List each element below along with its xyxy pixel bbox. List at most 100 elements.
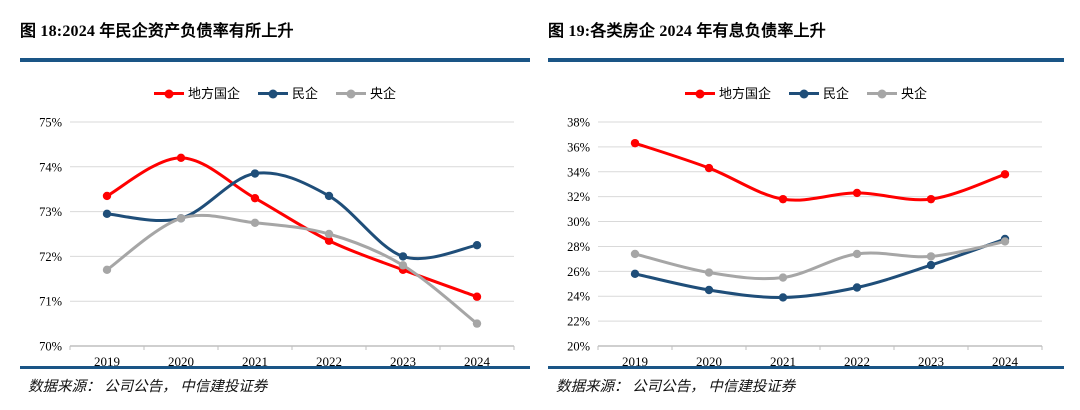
y-tick-label: 75% xyxy=(39,115,62,129)
data-point-marker xyxy=(176,153,186,162)
legend-dot xyxy=(268,89,278,99)
data-point-marker xyxy=(630,138,640,147)
gridlines xyxy=(598,121,1042,347)
x-tick-label: 2019 xyxy=(622,354,648,369)
figure-18-title-rule xyxy=(20,57,530,62)
data-point-marker xyxy=(250,218,260,227)
figure-19-legend: 地方国企 民企 央企 xyxy=(548,86,1064,102)
data-point-marker xyxy=(472,318,482,328)
series-line xyxy=(633,141,1007,202)
figure-19-line-chart: 20%22%24%26%28%30%32%34%36%38%2019 2020 20… xyxy=(567,115,1043,369)
x-tick-label: 2023 xyxy=(390,354,416,369)
x-tick-label: 2024 xyxy=(464,354,491,369)
legend-label: 地方国企 xyxy=(187,85,240,101)
series-0 xyxy=(102,153,482,301)
x-tick-label: 2019 xyxy=(94,354,120,369)
legend-line-marker-swatch xyxy=(336,88,366,99)
y-tick-label: 71% xyxy=(39,294,62,308)
data-point-marker xyxy=(852,282,862,292)
y-tick-label: 32% xyxy=(567,190,590,204)
figure-18-bottom-rule xyxy=(20,366,530,369)
legend-line-marker-swatch xyxy=(867,88,897,99)
data-point-marker xyxy=(1000,169,1010,178)
legend-label: 民企 xyxy=(291,85,318,101)
series-1 xyxy=(102,168,482,261)
y-tick-label: 26% xyxy=(567,264,590,278)
legend-dot xyxy=(695,89,705,99)
legend-label: 央企 xyxy=(901,85,928,101)
y-tick-label: 73% xyxy=(39,205,62,219)
x-tick-label: 2021 xyxy=(242,354,268,369)
data-point-marker xyxy=(324,229,334,238)
series-1 xyxy=(630,234,1010,302)
legend-item: 央企 xyxy=(867,85,928,101)
y-tick-label: 38% xyxy=(567,115,590,129)
series-line xyxy=(633,239,1007,280)
legend-line-marker-swatch xyxy=(257,88,288,99)
data-point-marker xyxy=(398,260,408,270)
legend-dot xyxy=(877,89,887,99)
data-point-marker xyxy=(630,269,640,278)
legend-label: 民企 xyxy=(822,85,849,101)
figure-19-source: 数据来源： 公司公告， 中信建投证券 xyxy=(556,379,796,395)
series-line xyxy=(633,237,1007,299)
data-point-marker xyxy=(324,191,334,200)
data-point-marker xyxy=(102,265,112,274)
x-tick-label: 2022 xyxy=(844,354,870,369)
data-point-marker xyxy=(398,251,408,261)
x-axis-labels: 2019 2020 2021 2022 2023 2024 xyxy=(622,354,1019,369)
data-point-marker xyxy=(704,285,714,294)
figure-18-title: 图 18:2024 年民企资产负债率有所上升 xyxy=(20,23,294,41)
y-axis-labels: 20% 22% 24% 26% 28% 30% 32% 34% 36% 38% xyxy=(567,115,590,353)
y-axis-labels: 70% 71% 72% 73% 74% 75% xyxy=(39,115,62,353)
figure-18-line-chart: 70%71%72%73%74%75%2019 2020 2021 2022 2023 20… xyxy=(39,115,515,369)
data-point-marker xyxy=(852,249,862,258)
x-axis-ticks xyxy=(597,345,1043,350)
y-tick-label: 30% xyxy=(567,215,590,229)
data-point-marker xyxy=(324,236,334,245)
x-axis-ticks xyxy=(69,345,515,350)
y-tick-label: 34% xyxy=(567,165,590,179)
legend-line-marker-swatch xyxy=(153,88,184,99)
series-line xyxy=(105,213,479,325)
legend-dot xyxy=(164,89,174,99)
data-point-marker xyxy=(778,194,788,203)
y-tick-label: 28% xyxy=(567,239,590,253)
series-2 xyxy=(102,213,482,328)
series-line xyxy=(105,170,479,260)
legend-item: 地方国企 xyxy=(153,85,240,101)
legend-label: 央企 xyxy=(370,85,397,101)
y-tick-label: 22% xyxy=(567,314,590,328)
data-point-marker xyxy=(852,188,862,197)
figure-19-title: 图 19:各类房企 2024 年有息负债率上升 xyxy=(548,23,826,41)
data-point-marker xyxy=(704,163,714,172)
x-tick-label: 2021 xyxy=(770,354,796,369)
y-tick-label: 24% xyxy=(567,289,590,303)
data-point-marker xyxy=(704,267,714,277)
data-point-marker xyxy=(102,209,112,218)
legend-label: 地方国企 xyxy=(718,85,771,101)
data-point-marker xyxy=(472,240,482,249)
data-point-marker xyxy=(926,251,936,261)
data-point-marker xyxy=(630,249,640,258)
data-point-marker xyxy=(472,292,482,301)
y-tick-label: 72% xyxy=(39,249,62,263)
data-point-marker xyxy=(778,292,788,302)
legend-item: 央企 xyxy=(336,85,397,101)
legend-line-marker-swatch xyxy=(788,88,819,99)
x-tick-label: 2020 xyxy=(168,354,194,369)
x-axis-labels: 2019 2020 2021 2022 2023 2024 xyxy=(94,354,491,369)
figure-18-panel: 图 18:2024 年民企资产负债率有所上升 地方国企 民企 央企 70% 71% 72… xyxy=(20,23,530,395)
legend-item: 民企 xyxy=(257,85,318,101)
legend-line-marker-swatch xyxy=(684,88,715,99)
data-point-marker xyxy=(250,193,260,202)
figure-18-legend: 地方国企 民企 央企 xyxy=(20,86,530,102)
figure-19-title-rule xyxy=(548,57,1064,62)
legend-dot xyxy=(799,89,809,99)
legend-dot xyxy=(346,89,356,99)
y-tick-label: 20% xyxy=(567,339,590,353)
x-tick-label: 2022 xyxy=(316,354,342,369)
figure-18-source: 数据来源： 公司公告， 中信建投证券 xyxy=(28,379,268,395)
data-point-marker xyxy=(926,260,936,269)
y-tick-label: 70% xyxy=(39,339,62,353)
